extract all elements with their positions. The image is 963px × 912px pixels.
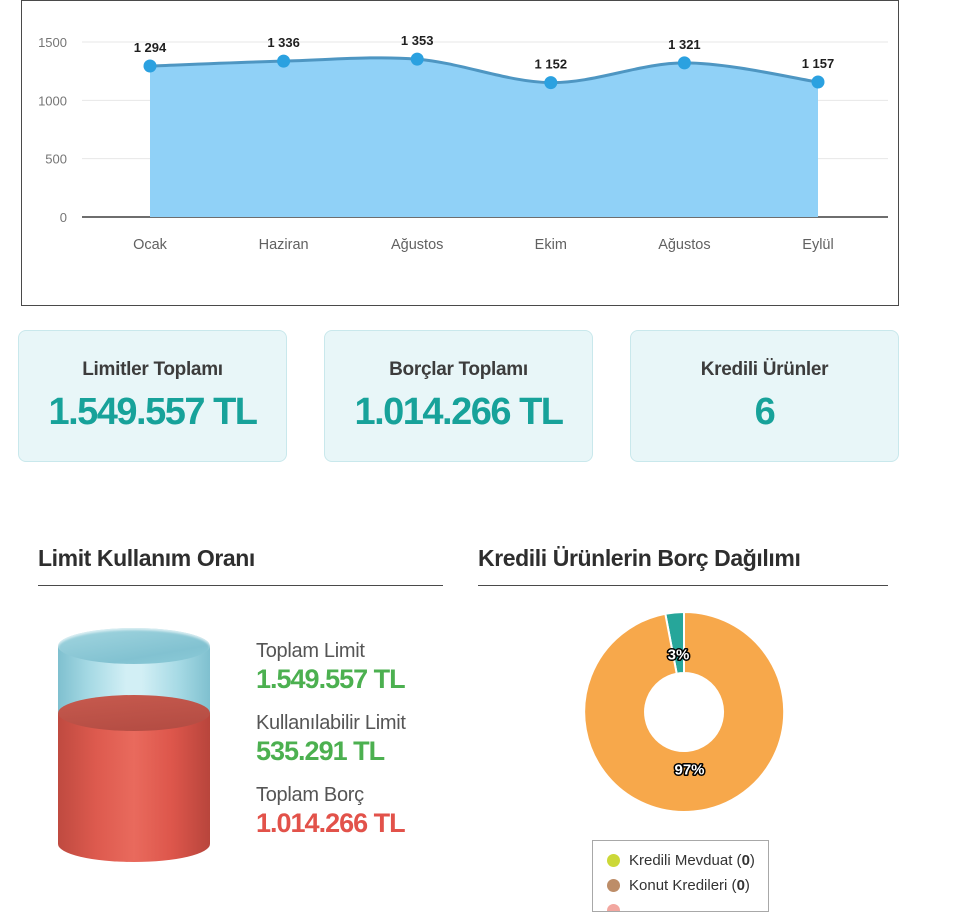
area-chart-canvas[interactable]: 0 500 1000 1500 1 294 Ocak 1 336 Haziran 1 353 Ağ… xyxy=(22,1,898,305)
limit-usage-title: Limit Kullanım Oranı xyxy=(38,545,255,571)
svg-text:Haziran: Haziran xyxy=(259,237,309,253)
stat-available-limit: Kullanılabilir Limit 535.291 TL xyxy=(256,710,406,767)
stat-value: 1.549.557 TL xyxy=(256,664,406,694)
legend-label: Konut Kredileri xyxy=(629,877,728,894)
section-divider xyxy=(478,585,888,586)
svg-text:1 294: 1 294 xyxy=(134,40,167,55)
svg-text:1 336: 1 336 xyxy=(267,35,300,50)
stat-label: Toplam Limit xyxy=(256,640,365,662)
card-value: 6 xyxy=(754,390,776,433)
svg-text:Eylül: Eylül xyxy=(802,237,833,253)
legend-dot-icon xyxy=(607,904,620,911)
stat-value: 1.014.266 TL xyxy=(256,808,406,838)
legend-label: Kredili Mevduat xyxy=(629,852,733,869)
debt-distribution-title: Kredili Ürünlerin Borç Dağılımı xyxy=(478,545,801,571)
svg-text:Ağustos: Ağustos xyxy=(658,237,710,253)
section-divider xyxy=(38,585,443,586)
limit-stats: Toplam Limit 1.549.557 TL Kullanılabilir… xyxy=(256,638,406,854)
legend-item-konut-kredileri[interactable]: Konut Kredileri (0) xyxy=(607,873,768,898)
donut-chart-canvas[interactable]: 3% 97% xyxy=(582,610,786,814)
debt-distribution-donut[interactable]: 3% 97% xyxy=(582,610,786,814)
svg-text:Ağustos: Ağustos xyxy=(391,237,443,253)
cylinder-debt-body xyxy=(58,713,210,844)
svg-text:1 152: 1 152 xyxy=(535,57,568,72)
stat-value: 535.291 TL xyxy=(256,736,385,766)
card-title: Kredili Ürünler xyxy=(700,358,829,380)
svg-text:1000: 1000 xyxy=(38,93,67,108)
legend-dot-icon xyxy=(607,879,620,892)
legend-item-clipped[interactable] xyxy=(607,898,768,911)
limits-trend-chart[interactable]: 0 500 1000 1500 1 294 Ocak 1 336 Haziran 1 353 Ağ… xyxy=(21,0,899,306)
cylinder-debt-surface xyxy=(58,695,210,731)
svg-text:3%: 3% xyxy=(668,646,690,663)
stat-label: Kullanılabilir Limit xyxy=(256,712,406,734)
svg-text:Ekim: Ekim xyxy=(535,237,567,253)
svg-text:0: 0 xyxy=(60,210,67,225)
svg-text:Ocak: Ocak xyxy=(133,237,168,253)
svg-text:1500: 1500 xyxy=(38,35,67,50)
limit-usage-section: Limit Kullanım Oranı xyxy=(38,545,443,586)
svg-text:1 157: 1 157 xyxy=(802,56,835,71)
legend-item-kredili-mevduat[interactable]: Kredili Mevduat (0) xyxy=(607,848,768,873)
svg-text:1 321: 1 321 xyxy=(668,37,701,52)
debt-distribution-section: Kredili Ürünlerin Borç Dağılımı xyxy=(478,545,888,586)
stat-label: Toplam Borç xyxy=(256,784,364,806)
card-credit-products: Kredili Ürünler 6 xyxy=(630,330,899,462)
legend-count: 0 xyxy=(741,852,750,869)
card-value: 1.014.266 TL xyxy=(354,390,564,433)
legend-count: 0 xyxy=(736,877,745,894)
card-debts-total: Borçlar Toplamı 1.014.266 TL xyxy=(324,330,593,462)
card-title: Borçlar Toplamı xyxy=(389,358,528,380)
stat-total-debt: Toplam Borç 1.014.266 TL xyxy=(256,782,406,839)
stat-total-limit: Toplam Limit 1.549.557 TL xyxy=(256,638,406,695)
legend-dot-icon xyxy=(607,854,620,867)
svg-text:500: 500 xyxy=(45,152,67,167)
card-value: 1.549.557 TL xyxy=(48,390,258,433)
svg-text:97%: 97% xyxy=(674,762,704,779)
card-limits-total: Limitler Toplamı 1.549.557 TL xyxy=(18,330,287,462)
cylinder-top-ellipse xyxy=(58,628,210,664)
svg-text:1 353: 1 353 xyxy=(401,33,434,48)
donut-legend: Kredili Mevduat (0) Konut Kredileri (0) xyxy=(592,840,769,912)
card-title: Limitler Toplamı xyxy=(82,358,223,380)
limit-usage-cylinder-gauge xyxy=(58,628,210,862)
